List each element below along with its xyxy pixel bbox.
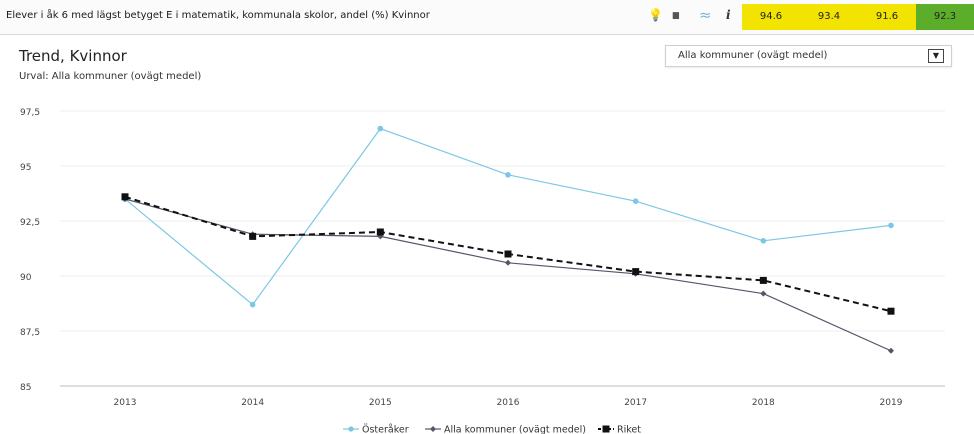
x-tick-label: 2018	[752, 398, 775, 408]
indicator-title: Elever i åk 6 med lägst betyget E i mate…	[6, 10, 430, 21]
value-cell: 93.4	[800, 4, 858, 30]
municipality-select-label: Alla kommuner (ovägt medel)	[678, 50, 828, 61]
legend-label: Riket	[617, 425, 641, 434]
data-point	[759, 276, 767, 284]
bar-chart-icon[interactable]: ▮▮	[672, 11, 680, 21]
legend-marker	[430, 426, 436, 432]
y-tick-label: 95	[20, 163, 31, 173]
legend-marker	[348, 426, 354, 432]
data-point	[377, 125, 384, 132]
data-point	[760, 238, 767, 244]
trend-chart-icon[interactable]: ≈	[699, 6, 712, 24]
x-tick-label: 2013	[114, 398, 137, 408]
legend-label: Alla kommuner (ovägt medel)	[444, 425, 586, 434]
value-cells: 94.6 93.4 91.6 92.3	[742, 4, 974, 30]
chevron-down-icon[interactable]: ▼	[928, 49, 944, 63]
data-point	[632, 198, 639, 204]
data-point	[505, 259, 511, 266]
series-line	[124, 198, 892, 352]
x-tick-label: 2014	[241, 398, 264, 408]
data-point	[249, 232, 257, 240]
legend-marker	[602, 425, 610, 433]
x-tick-label: 2017	[624, 398, 647, 408]
municipality-select[interactable]: Alla kommuner (ovägt medel) ▼	[665, 45, 952, 67]
lightbulb-icon[interactable]: 💡	[648, 8, 663, 22]
y-tick-label: 87,5	[20, 328, 40, 338]
x-tick-label: 2019	[880, 398, 903, 408]
data-point	[888, 222, 894, 229]
data-point	[888, 347, 894, 354]
x-tick-label: 2016	[497, 398, 520, 408]
data-point	[632, 268, 640, 276]
series-line	[124, 127, 892, 306]
y-tick-label: 85	[20, 383, 31, 393]
value-cell: 91.6	[858, 4, 916, 30]
x-tick-label: 2015	[369, 398, 392, 408]
data-point	[887, 307, 895, 315]
chart-subtitle: Urval: Alla kommuner (ovägt medel)	[19, 71, 202, 82]
legend-label: Österåker	[362, 425, 409, 434]
value-cell-highlight: 92.3	[916, 4, 974, 30]
data-point	[121, 193, 129, 201]
y-tick-label: 92,5	[20, 218, 40, 228]
data-point	[504, 250, 512, 258]
value-cell: 94.6	[742, 4, 800, 30]
top-bar: Elever i åk 6 med lägst betyget E i mate…	[0, 0, 974, 35]
chart-title: Trend, Kvinnor	[19, 47, 127, 65]
data-point	[505, 172, 511, 178]
data-point	[760, 290, 767, 297]
y-tick-label: 90	[20, 273, 32, 283]
data-point	[249, 301, 256, 308]
y-tick-label: 97,5	[20, 108, 40, 118]
data-point	[376, 228, 384, 236]
info-icon[interactable]: i	[726, 8, 731, 22]
